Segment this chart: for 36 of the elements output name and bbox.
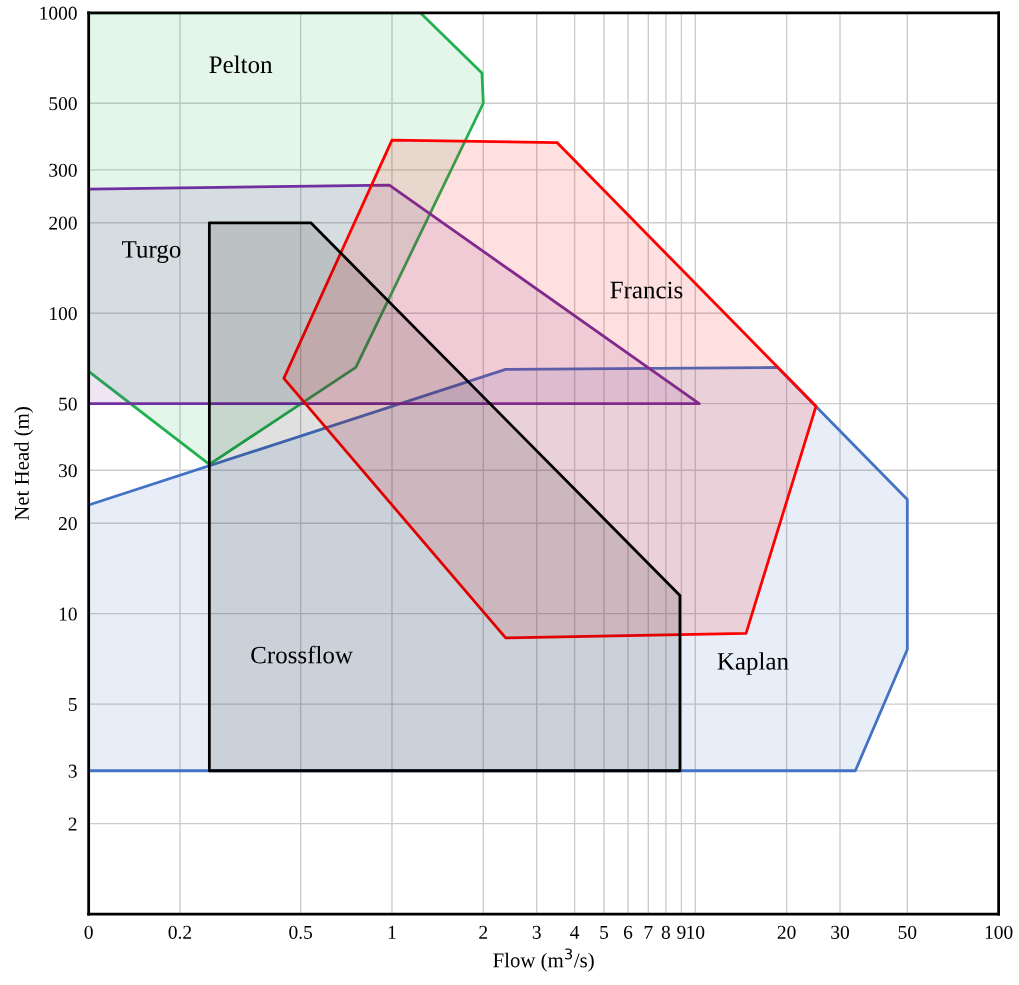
y-tick-label: 100 [50,307,77,321]
x-tick-label: 5 [600,925,609,939]
x-tick-label: 0 [84,925,93,939]
y-tick-label: 500 [49,97,77,111]
series-label: Crossflow [251,645,353,664]
x-tick-label: 3 [532,925,541,939]
x-tick-label: 100 [985,925,1013,939]
x-tick-label: 2 [479,925,488,939]
y-tick-label: 300 [49,163,77,177]
series-label: Kaplan [717,652,789,675]
y-tick-label: 5 [68,698,77,712]
series-label: Pelton [209,55,273,74]
y-tick-label: 1000 [40,6,77,20]
x-tick-label: 30 [831,925,849,939]
y-tick-label: 2 [68,817,77,831]
y-tick-label: 3 [68,764,77,778]
x-tick-label: 1 [388,925,396,939]
x-tick-label: 4 [570,925,580,939]
x-tick-label: 8 [661,925,671,939]
x-axis-title: Flow (m$^{3}$/s) [493,948,594,972]
y-tick-label: 20 [58,517,77,531]
y-tick-label: 200 [49,216,77,230]
x-tick-label: 10 [687,925,705,939]
x-tick-label: 50 [898,925,917,939]
series-label: Francis [610,281,683,299]
x-tick-label: 6 [623,925,633,939]
y-tick-label: 30 [59,464,77,478]
x-tick-label: 7 [644,925,653,939]
x-tick-label: 9 [677,925,686,939]
series-label: Turgo [122,241,181,263]
x-tick-label: 0.2 [168,925,192,939]
x-tick-label: 0.5 [289,925,313,939]
x-tick-label: 20 [777,925,796,939]
y-tick-label: 10 [59,607,77,621]
y-axis-title: Net Head (m) [14,407,34,521]
y-tick-label: 50 [59,397,77,411]
